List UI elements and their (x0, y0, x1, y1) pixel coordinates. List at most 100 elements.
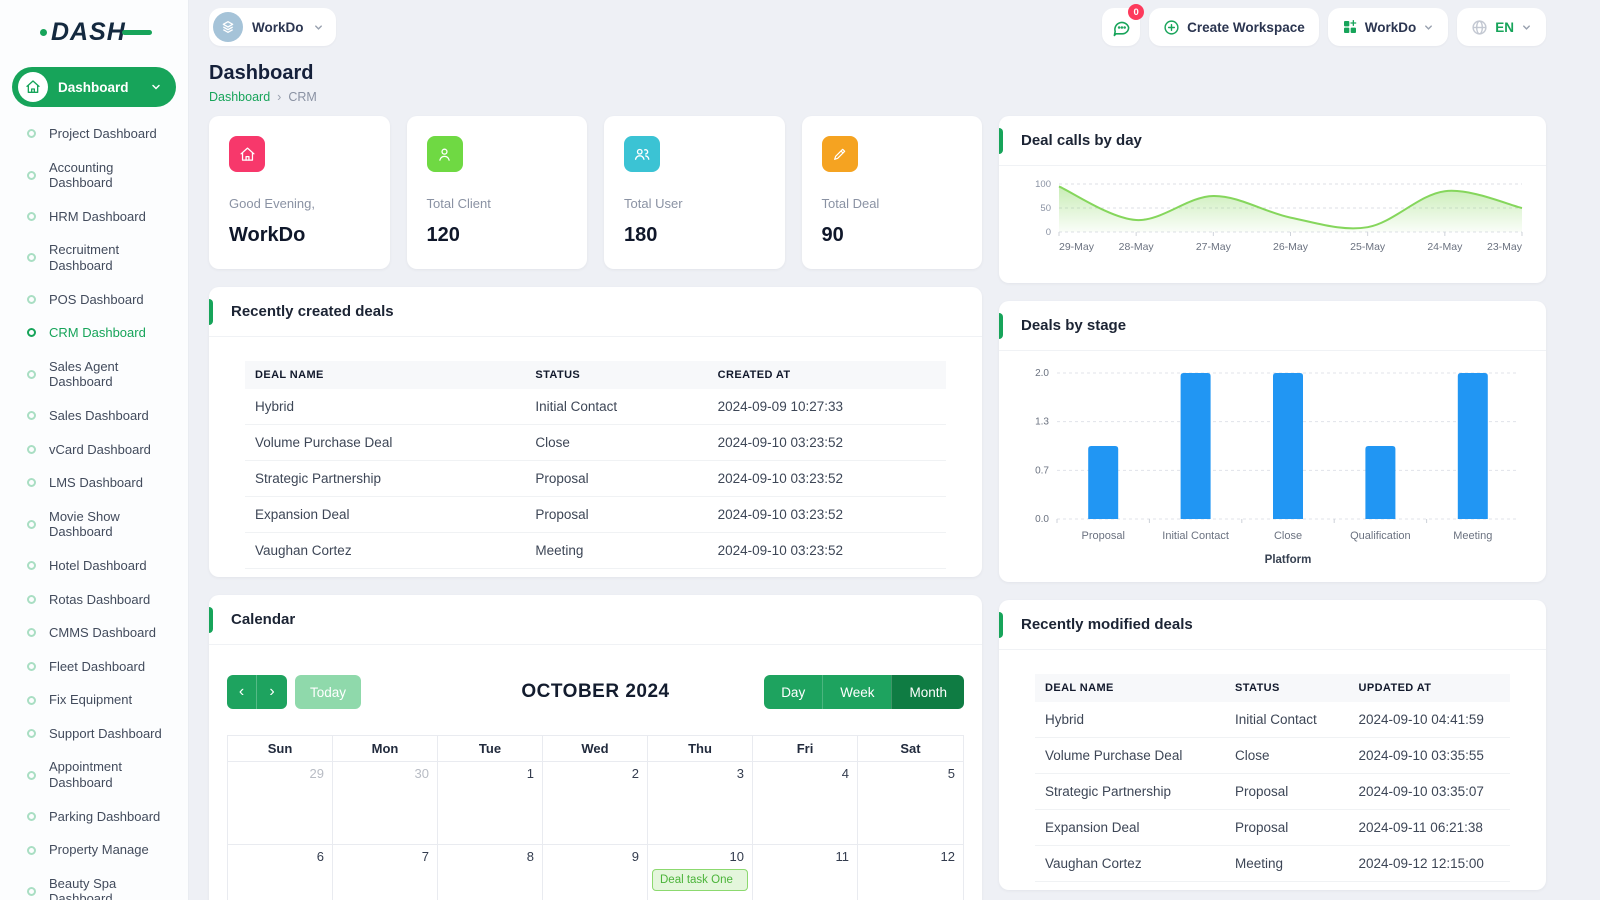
sidebar-item-parking-dashboard[interactable]: Parking Dashboard (0, 800, 188, 834)
day-header-fri: Fri (753, 736, 858, 762)
sidebar-item-rotas-dashboard[interactable]: Rotas Dashboard (0, 583, 188, 617)
sidebar-item-accounting-dashboard[interactable]: Accounting Dashboard (0, 151, 188, 200)
chat-icon (1112, 18, 1131, 37)
svg-text:Close: Close (1274, 530, 1302, 542)
calendar-next-button[interactable]: › (257, 675, 287, 709)
calendar-view-week[interactable]: Week (822, 675, 892, 709)
sidebar-item-vcard-dashboard[interactable]: vCard Dashboard (0, 433, 188, 467)
table-cell: Expansion Deal (1035, 809, 1225, 846)
logo-text: DASH (51, 18, 126, 46)
sidebar-item-cmms-dashboard[interactable]: CMMS Dashboard (0, 616, 188, 650)
bullet-icon (27, 811, 36, 821)
calendar-day-12[interactable]: 12 (858, 845, 963, 900)
table-cell: Meeting (525, 532, 708, 569)
calendar-day-4[interactable]: 4 (753, 762, 858, 845)
table-cell: Volume Purchase Deal (245, 424, 526, 461)
table-row: Strategic Partnership Proposal 2024-09-10 … (245, 460, 946, 497)
recently-created-deals-table: DEAL NAME STATUS CREATED AT Hybrid Initial C… (209, 361, 982, 569)
sidebar-item-support-dashboard[interactable]: Support Dashboard (0, 717, 188, 751)
topbar-actions: 0 Create Workspace WorkDo (1102, 4, 1546, 46)
sidebar-item-movie-show-dashboard[interactable]: Movie Show Dashboard (0, 500, 188, 549)
calendar-day-5[interactable]: 5 (858, 762, 963, 845)
area-chart: 100 50 0 29-May 28-May 27-May 26-May 25-May 24-M… (1035, 179, 1523, 253)
table-cell: 2024-09-10 03:23:52 (707, 424, 946, 461)
table-cell: Meeting (1225, 845, 1349, 882)
bullet-icon (27, 444, 36, 454)
svg-text:Meeting: Meeting (1453, 530, 1492, 542)
calendar-day-30[interactable]: 30 (333, 762, 438, 845)
day-number: 4 (841, 766, 849, 781)
calendar-day-6[interactable]: 6 (228, 845, 333, 900)
bullet-icon (27, 328, 36, 338)
chevron-down-icon (313, 22, 324, 33)
table-cell: Volume Purchase Deal (1035, 737, 1225, 774)
notification-badge: 0 (1128, 4, 1145, 20)
workspace-dropdown[interactable]: WorkDo (1327, 8, 1449, 46)
language-selector[interactable]: EN (1457, 8, 1546, 46)
page-title: Dashboard (209, 62, 314, 84)
calendar-day-2[interactable]: 2 (543, 762, 648, 845)
bullet-icon (27, 369, 36, 379)
sidebar-item-hotel-dashboard[interactable]: Hotel Dashboard (0, 549, 188, 583)
sidebar-item-pos-dashboard[interactable]: POS Dashboard (0, 283, 188, 317)
calendar-prev-button[interactable]: ‹ (227, 675, 257, 709)
table-cell: 2024-09-09 10:27:33 (707, 389, 946, 425)
bullet-icon (27, 561, 36, 571)
total-client-card: Total Client 120 (406, 116, 587, 269)
create-workspace-button[interactable]: Create Workspace (1149, 8, 1319, 46)
sidebar-item-sales-agent-dashboard[interactable]: Sales Agent Dashboard (0, 350, 188, 399)
calendar-day-9[interactable]: 9 (543, 845, 648, 900)
sidebar-item-project-dashboard[interactable]: Project Dashboard (0, 117, 188, 151)
greeting-card: Good Evening, WorkDo (209, 116, 390, 269)
sidebar-item-label: Property Manage (49, 842, 149, 858)
calendar-view-day[interactable]: Day (764, 675, 823, 709)
calendar-day-7[interactable]: 7 (333, 845, 438, 900)
calendar-day-3[interactable]: 3 (648, 762, 753, 845)
day-number: 6 (316, 849, 324, 864)
calendar-day-1[interactable]: 1 (438, 762, 543, 845)
sidebar-group-dashboard[interactable]: Dashboard (12, 67, 176, 107)
sidebar-item-appointment-dashboard[interactable]: Appointment Dashboard (0, 750, 188, 799)
sidebar-item-label: Beauty Spa Dashboard (49, 875, 117, 900)
sidebar-item-sales-dashboard[interactable]: Sales Dashboard (0, 399, 188, 433)
sidebar-item-fix-equipment[interactable]: Fix Equipment (0, 683, 188, 717)
breadcrumb-dashboard-link[interactable]: Dashboard (209, 90, 271, 104)
sidebar-item-lms-dashboard[interactable]: LMS Dashboard (0, 466, 188, 500)
recently-modified-deals-table: DEAL NAME STATUS UPDATED AT Hybrid Initial C… (999, 674, 1546, 882)
bullet-icon (27, 628, 36, 638)
calendar-day-8[interactable]: 8 (438, 845, 543, 900)
column-header-updated-at: UPDATED AT (1358, 682, 1432, 694)
calendar-view-month[interactable]: Month (891, 675, 964, 709)
svg-text:27-May: 27-May (1196, 241, 1232, 253)
sidebar-item-hrm-dashboard[interactable]: HRM Dashboard (0, 200, 188, 234)
calendar-day-headers: Sun Mon Tue Wed Thu Fri Sat (228, 736, 963, 762)
calendar-day-11[interactable]: 11 (753, 845, 858, 900)
calendar-today-button[interactable]: Today (295, 675, 362, 709)
brand-logo: DASH (0, 0, 188, 59)
sidebar-item-beauty-spa-dashboard[interactable]: Beauty Spa Dashboard (0, 867, 188, 900)
total-user-label: Total User (624, 196, 683, 211)
calendar-week: 29 30 1 2 3 4 5 (228, 762, 963, 845)
table-row: Expansion Deal Proposal 2024-09-11 06:21:3… (1035, 809, 1510, 846)
sidebar-item-property-manage[interactable]: Property Manage (0, 833, 188, 867)
sidebar-item-recruitment-dashboard[interactable]: Recruitment Dashboard (0, 233, 188, 282)
sidebar-item-fleet-dashboard[interactable]: Fleet Dashboard (0, 650, 188, 684)
svg-text:0.0: 0.0 (1035, 514, 1049, 525)
sidebar-item-label: CMMS Dashboard (49, 625, 156, 641)
svg-text:50: 50 (1040, 203, 1051, 214)
bullet-icon (27, 478, 36, 488)
card-title: Recently created deals (209, 287, 982, 337)
total-user-value: 180 (624, 224, 658, 246)
sidebar-item-label: CRM Dashboard (49, 325, 146, 341)
sidebar-item-label: Accounting Dashboard (49, 159, 114, 191)
calendar-event[interactable]: Deal task One (652, 869, 748, 891)
sidebar-item-crm-dashboard[interactable]: CRM Dashboard (0, 316, 188, 350)
workspace-selector[interactable]: WorkDo (209, 8, 336, 46)
calendar-day-10[interactable]: 10 Deal task One (648, 845, 753, 900)
column-header-status: STATUS (535, 369, 581, 381)
calendar-day-29[interactable]: 29 (228, 762, 333, 845)
messages-button[interactable]: 0 (1102, 4, 1145, 46)
day-header-wed: Wed (543, 736, 648, 762)
globe-icon (1471, 19, 1488, 36)
sidebar-nav: Project Dashboard Accounting Dashboard HRM… (0, 117, 188, 900)
